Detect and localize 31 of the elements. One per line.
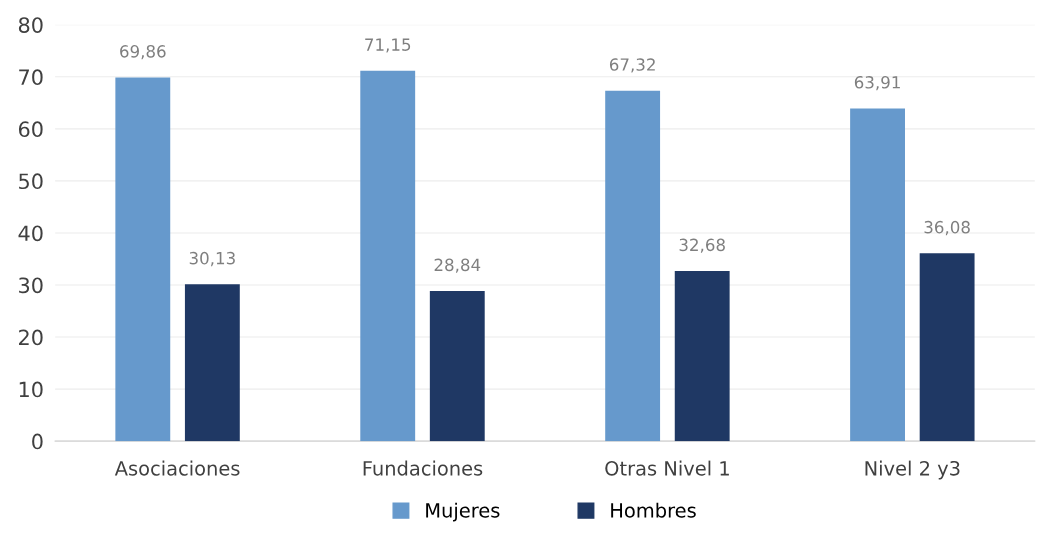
- data-label: 28,84: [434, 258, 481, 273]
- y-tick-label: 30: [19, 277, 43, 294]
- data-label: 69,86: [120, 45, 166, 60]
- bar: [115, 77, 171, 442]
- x-tick-label: Otras Nivel 1: [605, 460, 729, 476]
- bar: [184, 284, 240, 442]
- data-label: 32,68: [679, 238, 725, 253]
- y-tick-label: 0: [32, 433, 43, 450]
- y-tick-label: 10: [19, 381, 43, 398]
- legend-label: Hombres: [611, 502, 696, 518]
- bar: [674, 271, 730, 442]
- y-tick-label: 80: [18, 17, 43, 33]
- data-label: 36,08: [924, 220, 970, 236]
- data-label: 30,13: [189, 251, 235, 267]
- data-label: 71,15: [365, 38, 411, 53]
- data-label: 63,91: [854, 76, 900, 91]
- x-tick-label: Asociaciones: [114, 460, 240, 476]
- data-label: 67,32: [609, 58, 655, 73]
- x-tick-label: Fundaciones: [363, 460, 483, 476]
- bar: [605, 90, 661, 442]
- y-tick-label: 40: [18, 225, 43, 242]
- y-tick-label: 50: [19, 173, 43, 190]
- y-tick-label: 60: [18, 121, 43, 138]
- legend-label: Mujeres: [426, 502, 500, 522]
- bar: [850, 108, 905, 442]
- bar: [429, 291, 485, 442]
- x-tick-label: Nivel 2 y3: [865, 460, 960, 480]
- y-tick-label: 20: [19, 329, 43, 346]
- bar: [919, 253, 975, 442]
- bar: [360, 70, 416, 442]
- y-tick-label: 70: [19, 69, 43, 86]
